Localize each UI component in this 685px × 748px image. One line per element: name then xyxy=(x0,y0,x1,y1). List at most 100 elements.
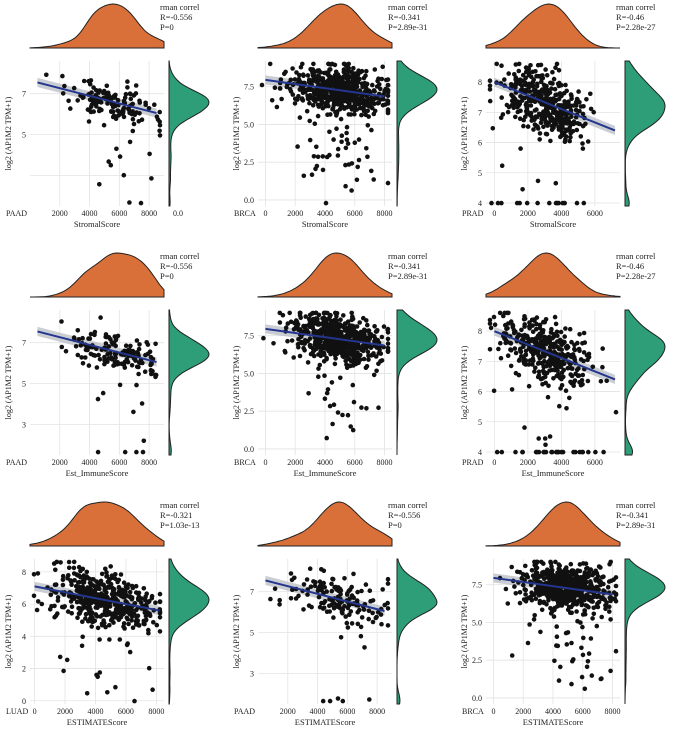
data-point xyxy=(147,599,152,604)
data-point xyxy=(88,587,94,593)
data-point xyxy=(579,449,585,455)
data-point xyxy=(92,618,98,624)
data-point xyxy=(113,684,118,690)
data-point xyxy=(494,61,499,67)
data-point xyxy=(580,111,586,117)
data-point xyxy=(385,606,391,611)
data-point xyxy=(295,144,300,149)
y-tick-label: 3 xyxy=(250,669,254,678)
data-point xyxy=(297,87,303,92)
data-point xyxy=(539,79,544,85)
data-point xyxy=(487,317,493,323)
data-point xyxy=(127,589,133,595)
data-point xyxy=(319,600,324,606)
y-tick-label: 0.0 xyxy=(472,694,482,703)
data-point xyxy=(344,344,350,349)
data-point xyxy=(546,597,551,603)
data-point xyxy=(607,609,612,614)
data-point xyxy=(331,79,336,84)
data-point xyxy=(371,177,376,182)
data-point xyxy=(342,106,347,111)
data-point xyxy=(77,611,82,616)
data-point xyxy=(541,124,546,130)
data-point xyxy=(532,92,538,97)
data-point xyxy=(376,405,381,410)
data-point xyxy=(327,698,333,704)
data-point xyxy=(330,82,336,88)
data-point xyxy=(321,324,327,330)
data-point xyxy=(516,333,521,339)
x-tick-label: 0 xyxy=(263,458,267,467)
data-point xyxy=(534,565,540,571)
data-point xyxy=(315,102,321,108)
data-point xyxy=(364,146,369,151)
data-point xyxy=(492,322,498,327)
data-point xyxy=(100,390,106,396)
data-points xyxy=(44,72,163,206)
data-point xyxy=(581,635,586,641)
data-point xyxy=(359,588,364,594)
data-point xyxy=(96,352,101,358)
data-point xyxy=(306,316,312,322)
data-point xyxy=(136,622,141,627)
data-point xyxy=(523,75,528,81)
data-point xyxy=(385,341,391,346)
data-point xyxy=(326,61,331,67)
data-point xyxy=(349,593,355,598)
data-point xyxy=(374,368,379,374)
data-point xyxy=(288,596,294,601)
data-point xyxy=(98,100,104,105)
data-point xyxy=(515,569,520,575)
data-point xyxy=(95,580,101,585)
data-point xyxy=(364,318,369,323)
data-point xyxy=(148,367,154,373)
y-tick-label: 6 xyxy=(22,600,26,609)
data-point xyxy=(308,79,313,84)
data-point xyxy=(89,624,94,629)
x-tick-label: 0 xyxy=(491,707,495,716)
x-tick-label: 8000 xyxy=(148,707,164,716)
data-point xyxy=(342,603,347,609)
data-point xyxy=(66,98,71,104)
data-point xyxy=(92,329,98,335)
x-tick-label: 6000 xyxy=(587,458,603,467)
data-point xyxy=(526,383,532,389)
data-point xyxy=(533,449,539,455)
data-point xyxy=(104,606,110,611)
data-point xyxy=(108,564,113,569)
data-point xyxy=(304,108,310,114)
data-point xyxy=(136,597,141,603)
data-point xyxy=(365,108,370,114)
data-point xyxy=(125,85,130,90)
data-point xyxy=(527,98,532,104)
data-point xyxy=(65,609,71,614)
data-point xyxy=(542,335,548,341)
data-point xyxy=(596,579,602,585)
data-point xyxy=(345,141,351,146)
data-point xyxy=(82,576,88,582)
data-point xyxy=(136,364,141,370)
data-point xyxy=(39,601,45,607)
data-point xyxy=(272,586,278,591)
data-point xyxy=(544,340,549,346)
data-point xyxy=(333,356,338,361)
data-point xyxy=(289,577,295,583)
cancer-label: PAAD xyxy=(234,707,255,716)
data-point xyxy=(551,359,556,364)
stats-header: rman correl xyxy=(388,2,428,12)
stats-p-value: P=2.89e-31 xyxy=(388,22,428,32)
data-point xyxy=(530,329,536,335)
data-point xyxy=(97,88,102,93)
data-point xyxy=(353,346,358,351)
data-point xyxy=(357,76,362,82)
data-point xyxy=(123,91,129,97)
data-point xyxy=(553,559,558,565)
data-point xyxy=(528,110,534,116)
data-point xyxy=(307,343,313,348)
x-tick-label: 2000 xyxy=(520,458,536,467)
data-point xyxy=(548,605,553,611)
x-tick-label: 8000 xyxy=(141,458,157,467)
data-point xyxy=(115,108,120,113)
data-point xyxy=(549,80,554,86)
data-point xyxy=(99,571,105,577)
